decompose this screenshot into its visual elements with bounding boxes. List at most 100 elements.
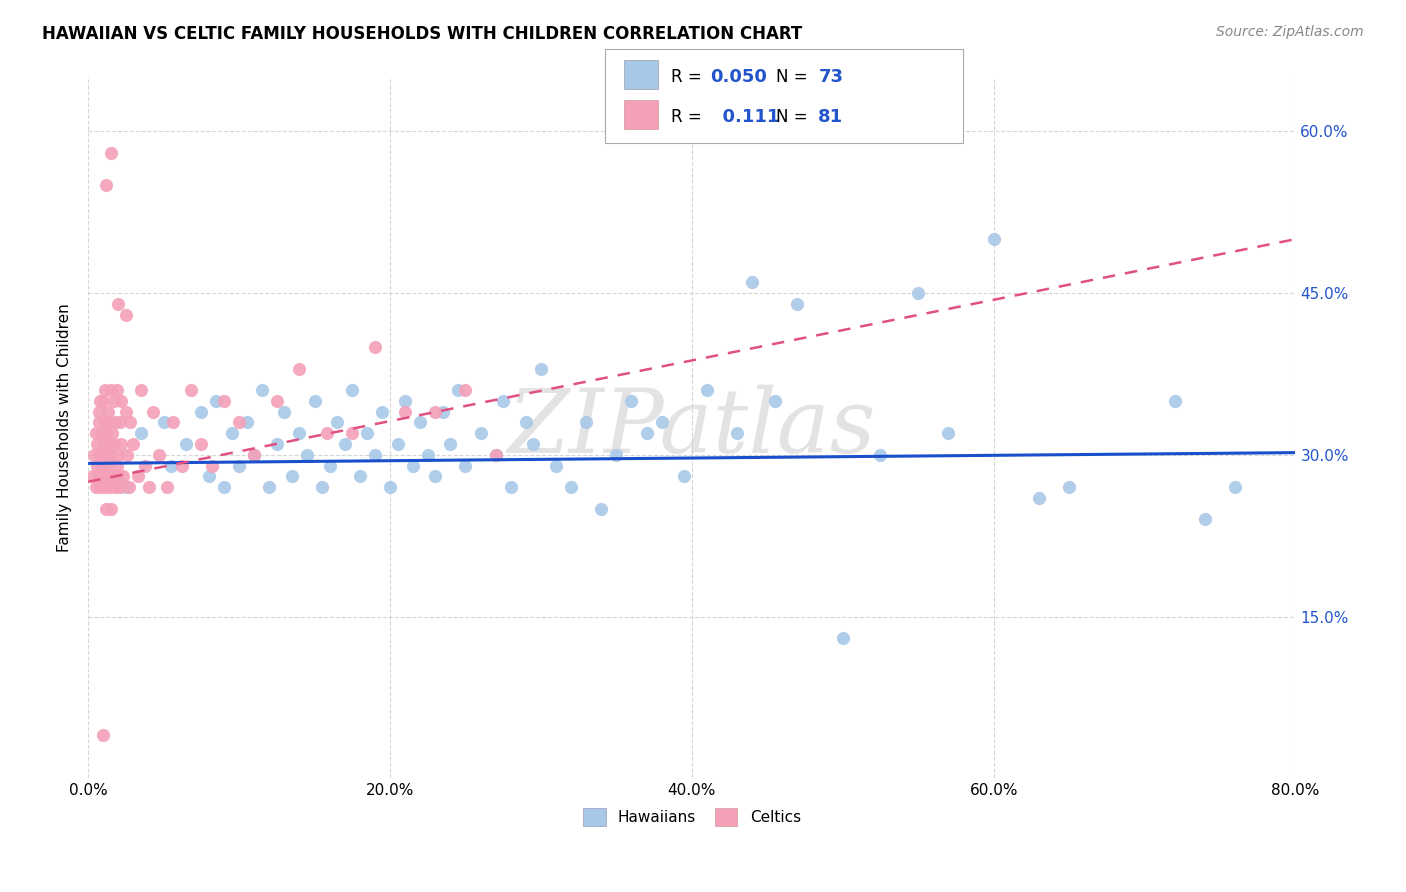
Point: [205, 393, 228, 408]
Point: [221, 426, 243, 441]
Point: [160, 458, 183, 473]
Point: [342, 383, 364, 397]
Point: [492, 393, 515, 408]
Point: [100, 145, 122, 160]
Point: [129, 426, 152, 441]
Point: [288, 361, 311, 376]
Point: [86, 458, 108, 473]
Point: [1223, 480, 1246, 494]
Point: [174, 437, 197, 451]
Point: [409, 416, 432, 430]
Text: N =: N =: [776, 108, 813, 126]
Point: [89, 393, 111, 408]
Point: [326, 416, 349, 430]
Point: [470, 426, 492, 441]
Point: [103, 437, 125, 451]
Point: [105, 383, 128, 397]
Point: [485, 448, 508, 462]
Point: [591, 501, 613, 516]
Point: [257, 480, 280, 494]
Point: [356, 426, 378, 441]
Point: [115, 480, 138, 494]
Point: [454, 458, 477, 473]
Point: [100, 501, 122, 516]
Point: [651, 416, 673, 430]
Point: [91, 469, 114, 483]
Point: [432, 405, 454, 419]
Point: [741, 275, 763, 289]
Point: [94, 416, 117, 430]
Point: [288, 426, 311, 441]
Point: [96, 426, 118, 441]
Point: [87, 416, 110, 430]
Point: [108, 416, 131, 430]
Point: [349, 469, 371, 483]
Point: [134, 458, 156, 473]
Point: [831, 631, 853, 645]
Point: [364, 448, 387, 462]
Point: [115, 308, 138, 322]
Point: [560, 480, 582, 494]
Point: [907, 286, 929, 301]
Point: [575, 416, 598, 430]
Point: [120, 416, 142, 430]
Point: [96, 178, 118, 193]
Point: [636, 426, 658, 441]
Y-axis label: Family Households with Children: Family Households with Children: [58, 303, 72, 552]
Point: [212, 480, 235, 494]
Text: 81: 81: [818, 108, 844, 126]
Point: [281, 469, 304, 483]
Point: [82, 469, 104, 483]
Point: [100, 448, 122, 462]
Point: [786, 297, 808, 311]
Point: [98, 480, 121, 494]
Point: [87, 469, 110, 483]
Point: [118, 480, 141, 494]
Point: [107, 297, 129, 311]
Point: [156, 480, 179, 494]
Point: [673, 469, 696, 483]
Point: [105, 458, 128, 473]
Point: [250, 383, 273, 397]
Point: [127, 469, 149, 483]
Point: [416, 448, 439, 462]
Point: [96, 501, 118, 516]
Text: Source: ZipAtlas.com: Source: ZipAtlas.com: [1216, 25, 1364, 39]
Point: [190, 405, 212, 419]
Point: [983, 232, 1005, 246]
Point: [212, 393, 235, 408]
Point: [311, 480, 333, 494]
Point: [401, 458, 423, 473]
Point: [100, 448, 122, 462]
Point: [371, 405, 394, 419]
Point: [129, 383, 152, 397]
Point: [96, 458, 118, 473]
Point: [107, 448, 129, 462]
Text: R =: R =: [671, 69, 707, 87]
Point: [84, 480, 107, 494]
Point: [90, 426, 112, 441]
Point: [315, 426, 337, 441]
Text: 73: 73: [818, 69, 844, 87]
Point: [295, 448, 318, 462]
Point: [273, 405, 295, 419]
Point: [91, 728, 114, 742]
Point: [318, 458, 340, 473]
Point: [180, 383, 202, 397]
Point: [394, 405, 416, 419]
Point: [101, 426, 124, 441]
Point: [115, 405, 138, 419]
Point: [117, 448, 139, 462]
Point: [94, 480, 117, 494]
Point: [148, 448, 170, 462]
Point: [86, 437, 108, 451]
Point: [104, 480, 127, 494]
Point: [108, 480, 131, 494]
Point: [97, 437, 120, 451]
Point: [97, 405, 120, 419]
Point: [499, 480, 522, 494]
Point: [91, 437, 114, 451]
Point: [485, 448, 508, 462]
Point: [394, 393, 416, 408]
Text: 0.050: 0.050: [710, 69, 766, 87]
